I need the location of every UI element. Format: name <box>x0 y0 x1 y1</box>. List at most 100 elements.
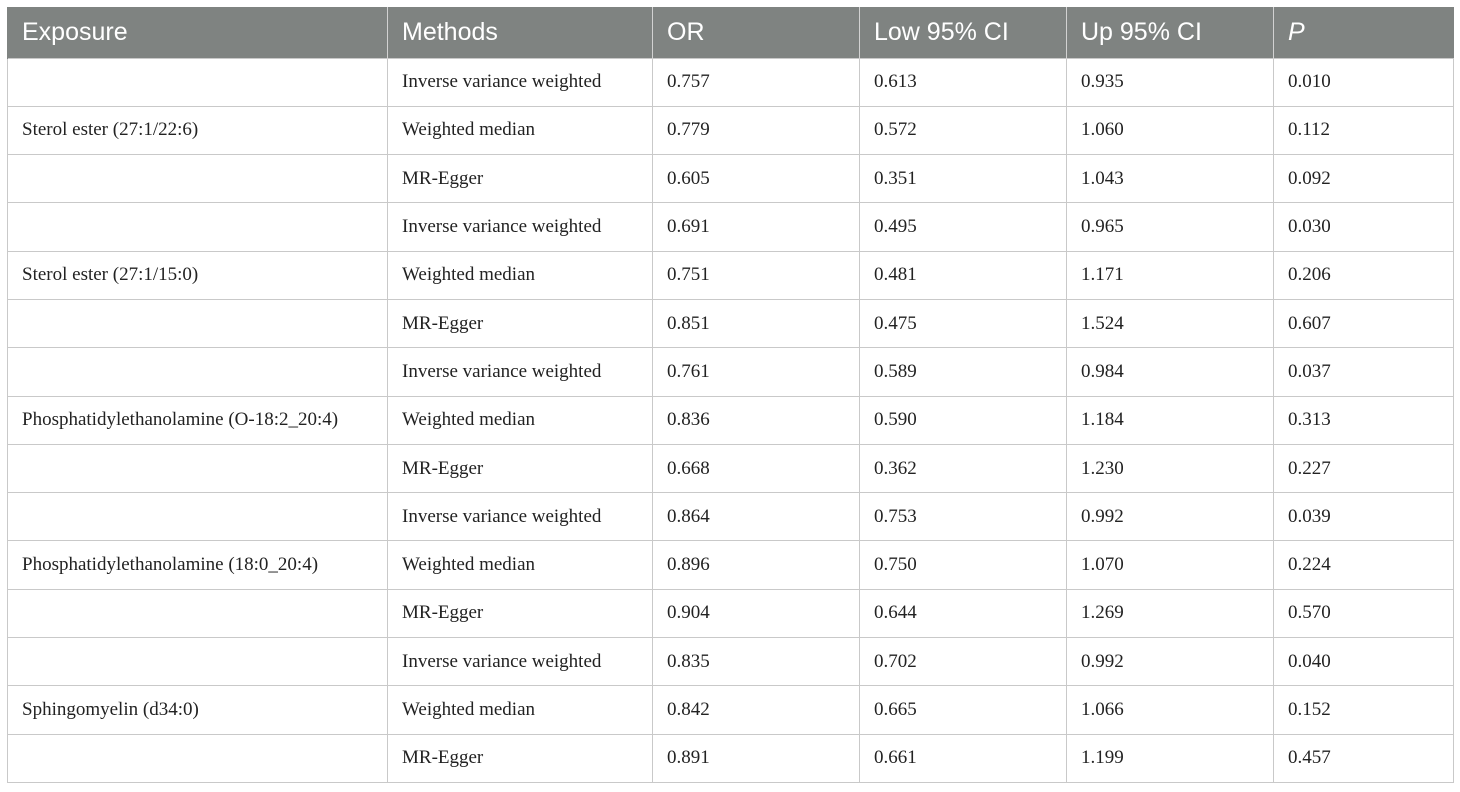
method-cell: Weighted median <box>387 105 653 156</box>
low-ci-cell: 0.702 <box>859 637 1067 687</box>
low-ci-cell: 0.613 <box>859 57 1067 107</box>
low-ci-cell: 0.495 <box>859 202 1067 252</box>
p-value-cell: 0.227 <box>1273 443 1454 494</box>
exposure-cell <box>7 588 388 639</box>
or-cell: 0.896 <box>652 540 860 590</box>
header-up-ci: Up 95% CI <box>1066 7 1274 58</box>
p-value-cell: 0.030 <box>1273 202 1454 252</box>
method-cell: MR-Egger <box>387 733 653 783</box>
method-cell: MR-Egger <box>387 154 653 204</box>
table-row: Inverse variance weighted 0.691 0.495 0.965… <box>7 202 1454 252</box>
p-value-cell: 0.313 <box>1273 395 1454 445</box>
method-cell: Weighted median <box>387 540 653 590</box>
p-value-cell: 0.570 <box>1273 588 1454 639</box>
exposure-cell: Sphingomyelin (d34:0) <box>7 685 388 735</box>
or-cell: 0.842 <box>652 685 860 735</box>
or-cell: 0.751 <box>652 250 860 300</box>
header-row: Exposure Methods OR Low 95% CI Up 95% CI… <box>7 7 1454 58</box>
method-cell: Inverse variance weighted <box>387 492 653 542</box>
low-ci-cell: 0.665 <box>859 685 1067 735</box>
table-row: Inverse variance weighted 0.761 0.589 0.984… <box>7 347 1454 397</box>
exposure-cell <box>7 637 388 687</box>
low-ci-cell: 0.753 <box>859 492 1067 542</box>
p-value-cell: 0.112 <box>1273 105 1454 156</box>
up-ci-cell: 1.043 <box>1066 154 1274 204</box>
up-ci-cell: 1.171 <box>1066 250 1274 300</box>
low-ci-cell: 0.661 <box>859 733 1067 783</box>
up-ci-cell: 0.935 <box>1066 57 1274 107</box>
or-cell: 0.779 <box>652 105 860 156</box>
method-cell: MR-Egger <box>387 443 653 494</box>
up-ci-cell: 0.984 <box>1066 347 1274 397</box>
table-row: Sphingomyelin (d34:0) Weighted median 0.84… <box>7 685 1454 735</box>
exposure-cell: Sterol ester (27:1/15:0) <box>7 250 388 300</box>
up-ci-cell: 1.269 <box>1066 588 1274 639</box>
low-ci-cell: 0.589 <box>859 347 1067 397</box>
up-ci-cell: 1.199 <box>1066 733 1274 783</box>
table-row: MR-Egger 0.668 0.362 1.230 0.227 <box>7 443 1454 494</box>
up-ci-cell: 1.230 <box>1066 443 1274 494</box>
table-body: Inverse variance weighted 0.757 0.613 0.935… <box>7 57 1454 783</box>
exposure-cell: Sterol ester (27:1/22:6) <box>7 105 388 156</box>
method-cell: MR-Egger <box>387 298 653 349</box>
method-cell: MR-Egger <box>387 588 653 639</box>
table-row: Inverse variance weighted 0.864 0.753 0.992… <box>7 492 1454 542</box>
up-ci-cell: 0.992 <box>1066 637 1274 687</box>
method-cell: Weighted median <box>387 395 653 445</box>
exposure-cell: Phosphatidylethanolamine (O-18:2_20:4) <box>7 395 388 445</box>
header-p-value: P <box>1273 7 1454 58</box>
or-cell: 0.904 <box>652 588 860 639</box>
exposure-cell <box>7 202 388 252</box>
p-value-cell: 0.092 <box>1273 154 1454 204</box>
exposure-cell <box>7 443 388 494</box>
low-ci-cell: 0.351 <box>859 154 1067 204</box>
up-ci-cell: 1.060 <box>1066 105 1274 156</box>
or-cell: 0.891 <box>652 733 860 783</box>
low-ci-cell: 0.481 <box>859 250 1067 300</box>
or-cell: 0.757 <box>652 57 860 107</box>
exposure-cell <box>7 57 388 107</box>
table-row: MR-Egger 0.904 0.644 1.269 0.570 <box>7 588 1454 639</box>
table-row: MR-Egger 0.605 0.351 1.043 0.092 <box>7 154 1454 204</box>
p-value-cell: 0.206 <box>1273 250 1454 300</box>
table-row: Phosphatidylethanolamine (O-18:2_20:4) We… <box>7 395 1454 445</box>
p-value-cell: 0.152 <box>1273 685 1454 735</box>
p-value-cell: 0.457 <box>1273 733 1454 783</box>
header-or: OR <box>652 7 860 58</box>
method-cell: Inverse variance weighted <box>387 57 653 107</box>
or-cell: 0.864 <box>652 492 860 542</box>
exposure-cell <box>7 733 388 783</box>
or-cell: 0.835 <box>652 637 860 687</box>
low-ci-cell: 0.590 <box>859 395 1067 445</box>
method-cell: Inverse variance weighted <box>387 202 653 252</box>
up-ci-cell: 1.066 <box>1066 685 1274 735</box>
or-cell: 0.851 <box>652 298 860 349</box>
table-row: MR-Egger 0.891 0.661 1.199 0.457 <box>7 733 1454 783</box>
table-row: MR-Egger 0.851 0.475 1.524 0.607 <box>7 298 1454 349</box>
low-ci-cell: 0.362 <box>859 443 1067 494</box>
p-value-cell: 0.010 <box>1273 57 1454 107</box>
up-ci-cell: 1.524 <box>1066 298 1274 349</box>
table-row: Sterol ester (27:1/22:6) Weighted median 0… <box>7 105 1454 156</box>
up-ci-cell: 1.184 <box>1066 395 1274 445</box>
exposure-cell <box>7 492 388 542</box>
table-row: Inverse variance weighted 0.835 0.702 0.992… <box>7 637 1454 687</box>
low-ci-cell: 0.644 <box>859 588 1067 639</box>
p-value-cell: 0.039 <box>1273 492 1454 542</box>
method-cell: Inverse variance weighted <box>387 637 653 687</box>
or-cell: 0.668 <box>652 443 860 494</box>
mr-results-table: Exposure Methods OR Low 95% CI Up 95% CI… <box>7 7 1454 783</box>
p-value-cell: 0.224 <box>1273 540 1454 590</box>
header-methods: Methods <box>387 7 653 58</box>
method-cell: Weighted median <box>387 250 653 300</box>
up-ci-cell: 0.992 <box>1066 492 1274 542</box>
or-cell: 0.691 <box>652 202 860 252</box>
low-ci-cell: 0.750 <box>859 540 1067 590</box>
or-cell: 0.605 <box>652 154 860 204</box>
p-value-cell: 0.607 <box>1273 298 1454 349</box>
or-cell: 0.761 <box>652 347 860 397</box>
up-ci-cell: 1.070 <box>1066 540 1274 590</box>
table-row: Sterol ester (27:1/15:0) Weighted median 0… <box>7 250 1454 300</box>
low-ci-cell: 0.572 <box>859 105 1067 156</box>
exposure-cell <box>7 347 388 397</box>
